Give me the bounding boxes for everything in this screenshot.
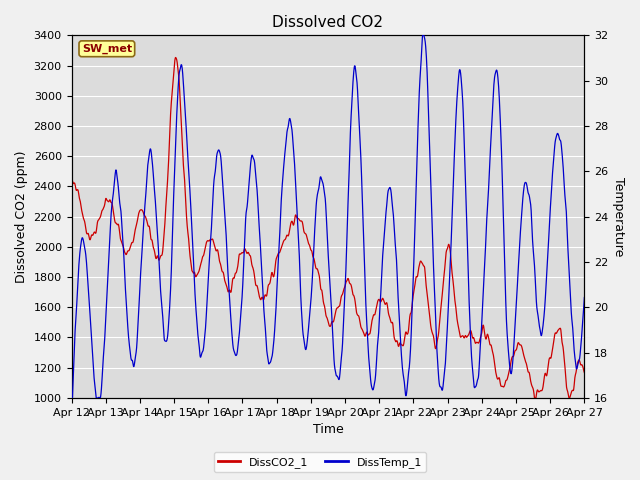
Y-axis label: Dissolved CO2 (ppm): Dissolved CO2 (ppm) [15,150,28,283]
X-axis label: Time: Time [312,423,343,436]
Text: SW_met: SW_met [82,44,132,54]
Legend: DissCO2_1, DissTemp_1: DissCO2_1, DissTemp_1 [214,452,426,472]
Title: Dissolved CO2: Dissolved CO2 [273,15,383,30]
Y-axis label: Temperature: Temperature [612,177,625,256]
